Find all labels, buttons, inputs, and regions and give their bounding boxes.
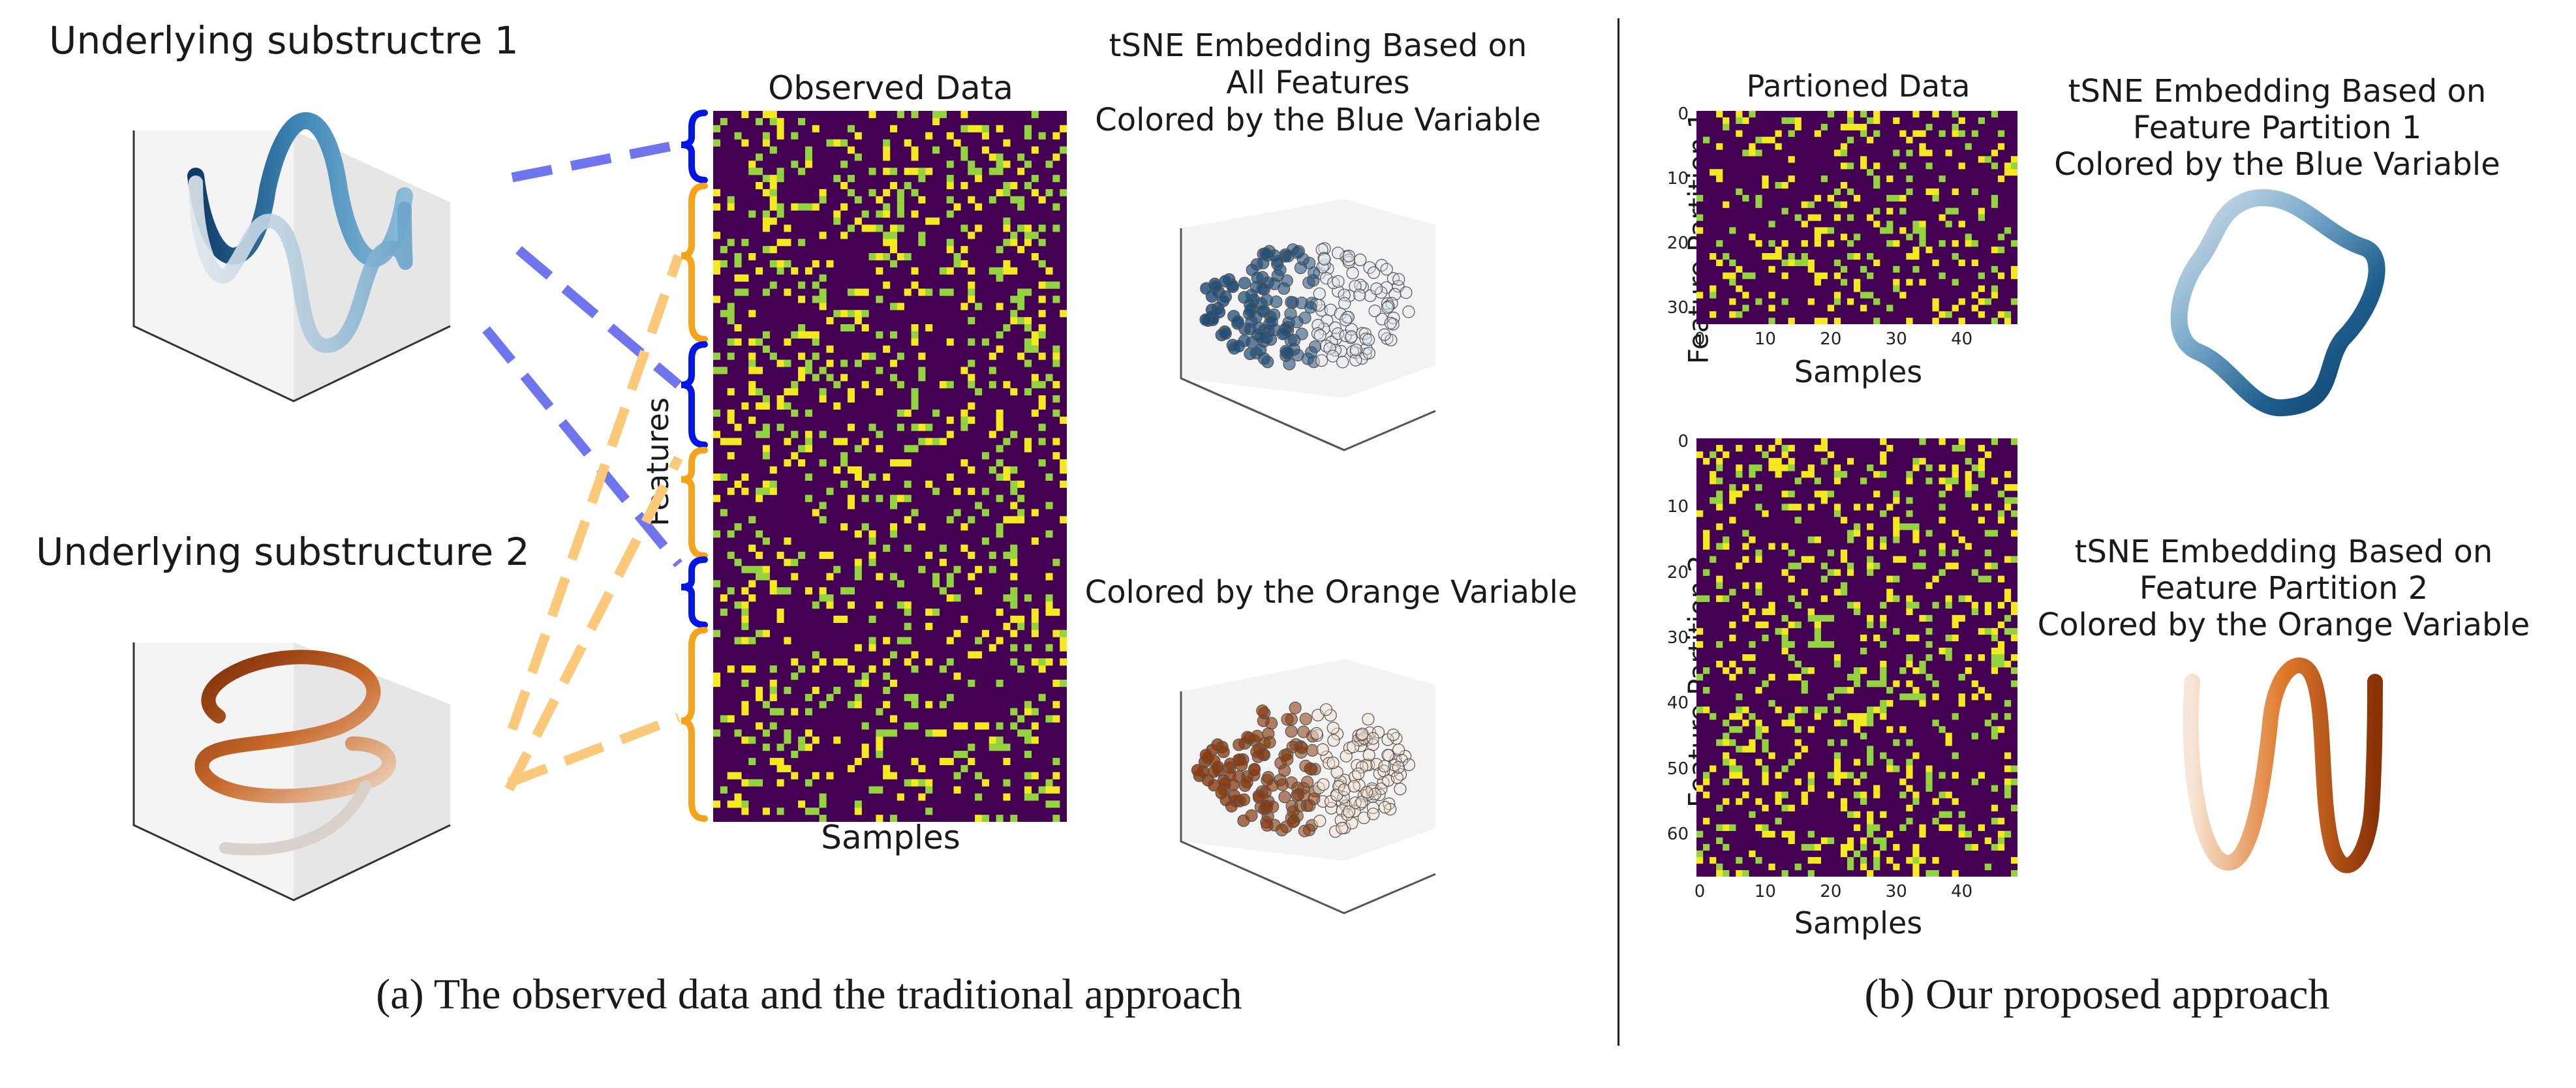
partition2-heatmap	[1696, 438, 2017, 877]
brace-orange-1	[681, 183, 708, 342]
tsne-partition1-ring	[2170, 189, 2385, 417]
caption-a: (a) The observed data and the traditiona…	[376, 971, 1242, 1018]
tsne-p2-title-line2: Feature Partition 2	[2139, 570, 2429, 607]
partitioned-data-title: Partioned Data	[1746, 68, 1970, 104]
samples-axis-label-a: Samples	[821, 819, 960, 856]
samples-axis-label-b2: Samples	[1794, 905, 1923, 941]
panel-divider	[1618, 18, 1619, 1046]
caption-b: (b) Our proposed approach	[1864, 971, 2330, 1018]
p2-xtick: 20	[1820, 882, 1842, 901]
brace-orange-2	[681, 447, 708, 559]
tsne-partition2-curve	[2183, 657, 2383, 873]
p1-ytick: 10	[1666, 169, 1689, 189]
p1-xtick: 30	[1885, 329, 1907, 349]
p2-xtick: 30	[1885, 882, 1907, 901]
p1-xtick: 0	[1694, 329, 1706, 349]
substructure1-title: Underlying substructre 1	[49, 18, 519, 63]
p2-xtick: 0	[1694, 882, 1706, 901]
brace-blue-1	[681, 110, 708, 183]
p2-ytick: 20	[1666, 562, 1689, 582]
p1-ytick: 20	[1666, 234, 1689, 254]
p2-ytick: 0	[1678, 432, 1689, 451]
tsne-all-features-title: tSNE Embedding Based on All Features Col…	[1070, 27, 1566, 139]
tsne-blue-box	[1180, 199, 1436, 451]
tsne-partition2-title: tSNE Embedding Based on Feature Partitio…	[2023, 534, 2545, 643]
orange-connectors	[504, 254, 684, 792]
p2-ytick: 30	[1666, 627, 1689, 648]
tsne-p1-title-line3: Colored by the Blue Variable	[2054, 146, 2500, 183]
brace-orange-3	[681, 627, 708, 822]
heatA-cells	[713, 111, 1067, 822]
brace-blue-2	[681, 341, 708, 448]
tsne-all-title-line3: Colored by the Blue Variable	[1095, 102, 1541, 138]
substructure2-title: Underlying substructure 2	[36, 530, 530, 574]
tsne-p2-title-line1: tSNE Embedding Based on	[2074, 534, 2493, 570]
orange-spiral-tail	[219, 780, 371, 856]
tsne-p1-title-line1: tSNE Embedding Based on	[2068, 73, 2487, 110]
p2-ytick: 40	[1666, 693, 1689, 714]
p1-xtick: 20	[1820, 329, 1842, 349]
tsne-p1-title-line2: Feature Partition 1	[2132, 110, 2422, 146]
p2-ytick: 60	[1666, 824, 1689, 844]
tsne-all-title-line2: All Features	[1226, 65, 1410, 101]
p1-ytick: 30	[1666, 298, 1689, 318]
tsne-orange-scatter	[1191, 701, 1415, 838]
substructure2-box	[132, 642, 451, 901]
tsne-p2-title-line3: Colored by the Orange Variable	[2037, 607, 2530, 643]
p2-ytick: 10	[1666, 497, 1689, 517]
samples-axis-label-b1: Samples	[1794, 354, 1923, 389]
tsne-blue-scatter	[1199, 242, 1415, 370]
blue-connectors	[482, 140, 682, 567]
p2-xtick: 40	[1951, 882, 1973, 901]
tsne-partition1-title: tSNE Embedding Based on Feature Partitio…	[2023, 73, 2532, 183]
tsne-orange-box	[1180, 659, 1436, 914]
p1-xtick: 40	[1951, 329, 1973, 349]
observed-data-heatmap	[713, 111, 1067, 822]
observed-data-title: Observed Data	[768, 69, 1013, 107]
heatP1-cells	[1696, 111, 2017, 324]
heatP2-cells	[1696, 438, 2017, 877]
tsne-all-title-line1: tSNE Embedding Based on	[1109, 27, 1527, 64]
p1-ytick: 0	[1678, 104, 1689, 124]
p2-xtick: 10	[1754, 882, 1776, 901]
partition1-heatmap	[1696, 111, 2017, 324]
blue-wave-curve-lower	[189, 175, 413, 354]
brace-blue-3	[681, 556, 708, 628]
p1-xtick: 10	[1754, 329, 1776, 349]
p2-ytick: 50	[1666, 759, 1689, 779]
feature-braces	[681, 110, 708, 822]
tsne-orange-title: Colored by the Orange Variable	[1084, 574, 1578, 611]
